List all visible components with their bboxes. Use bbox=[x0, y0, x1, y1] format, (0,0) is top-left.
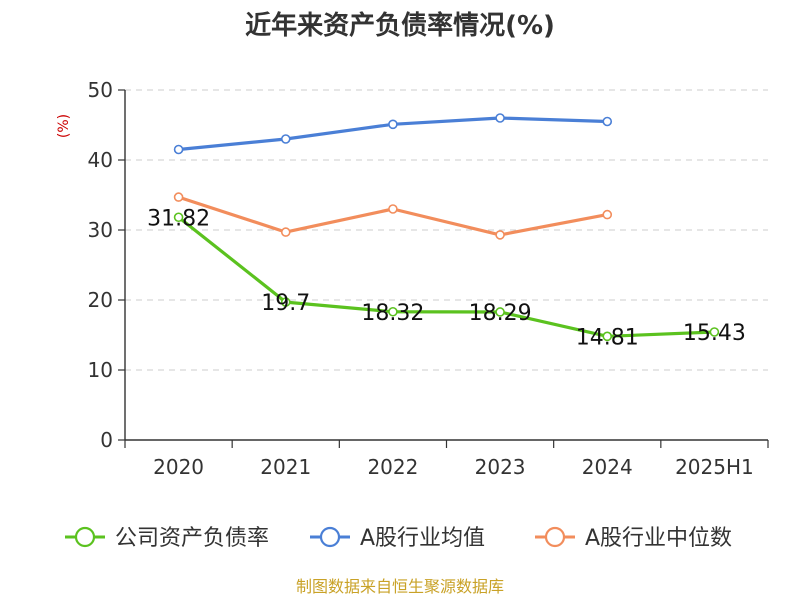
series-line bbox=[177, 216, 715, 338]
data-label: 18.32 bbox=[361, 301, 424, 326]
data-point bbox=[602, 116, 613, 127]
data-point bbox=[388, 204, 398, 214]
chart-title: 近年来资产负债率情况(%) bbox=[245, 10, 555, 41]
data-point bbox=[388, 306, 398, 317]
x-tick-label: 2021 bbox=[260, 455, 311, 479]
data-point bbox=[495, 230, 505, 240]
data-point bbox=[173, 212, 184, 223]
grid-lines bbox=[125, 89, 768, 371]
data-point bbox=[280, 227, 291, 237]
legend-marker bbox=[544, 526, 566, 548]
data-point bbox=[388, 119, 398, 130]
data-label: 31.82 bbox=[147, 206, 210, 231]
data-label: 19.7 bbox=[261, 291, 310, 316]
y-tick-label: 50 bbox=[88, 78, 113, 102]
x-tick-label: 2020 bbox=[153, 455, 204, 479]
y-tick-label: 10 bbox=[88, 358, 113, 382]
legend-label: A股行业中位数 bbox=[585, 526, 732, 551]
data-point bbox=[602, 209, 613, 220]
data-labels: 31.82 19.7 18.32 18.29 14.81 15.43 bbox=[147, 206, 746, 350]
x-tick-label: 2023 bbox=[475, 455, 526, 479]
y-axis-label: (%) bbox=[56, 114, 72, 138]
axes: 0 10 20 30 40 50 2020 2021 2022 2023 2024 2025H1 bbox=[88, 78, 769, 479]
y-tick-label: 0 bbox=[100, 428, 113, 452]
data-point bbox=[280, 134, 291, 144]
legend-label: A股行业均值 bbox=[360, 526, 485, 551]
x-tick-label: 2022 bbox=[367, 455, 418, 479]
series-line bbox=[178, 195, 608, 237]
data-point bbox=[173, 192, 184, 202]
legend-marker bbox=[319, 526, 341, 548]
data-point bbox=[495, 307, 505, 317]
y-tick-label: 40 bbox=[88, 148, 113, 172]
data-label: 15.43 bbox=[683, 321, 746, 346]
x-tick-label: 2025H1 bbox=[675, 455, 754, 479]
data-point bbox=[495, 113, 505, 123]
data-label: 18.29 bbox=[469, 301, 532, 326]
legend-marker bbox=[74, 526, 96, 548]
data-label: 14.81 bbox=[576, 325, 639, 350]
source-note: 制图数据来自恒生聚源数据库 bbox=[296, 577, 504, 596]
x-tick-label: 2024 bbox=[582, 455, 633, 479]
legend-label: 公司资产负债率 bbox=[115, 526, 269, 551]
data-point bbox=[173, 144, 184, 155]
y-tick-label: 30 bbox=[88, 218, 113, 242]
legend: 公司资产负债率 A股行业均值 A股行业中位数 bbox=[65, 526, 732, 551]
series-lines bbox=[173, 113, 720, 342]
data-point bbox=[280, 297, 291, 307]
y-tick-label: 20 bbox=[88, 288, 113, 312]
data-point bbox=[602, 331, 613, 342]
data-point bbox=[709, 327, 720, 337]
